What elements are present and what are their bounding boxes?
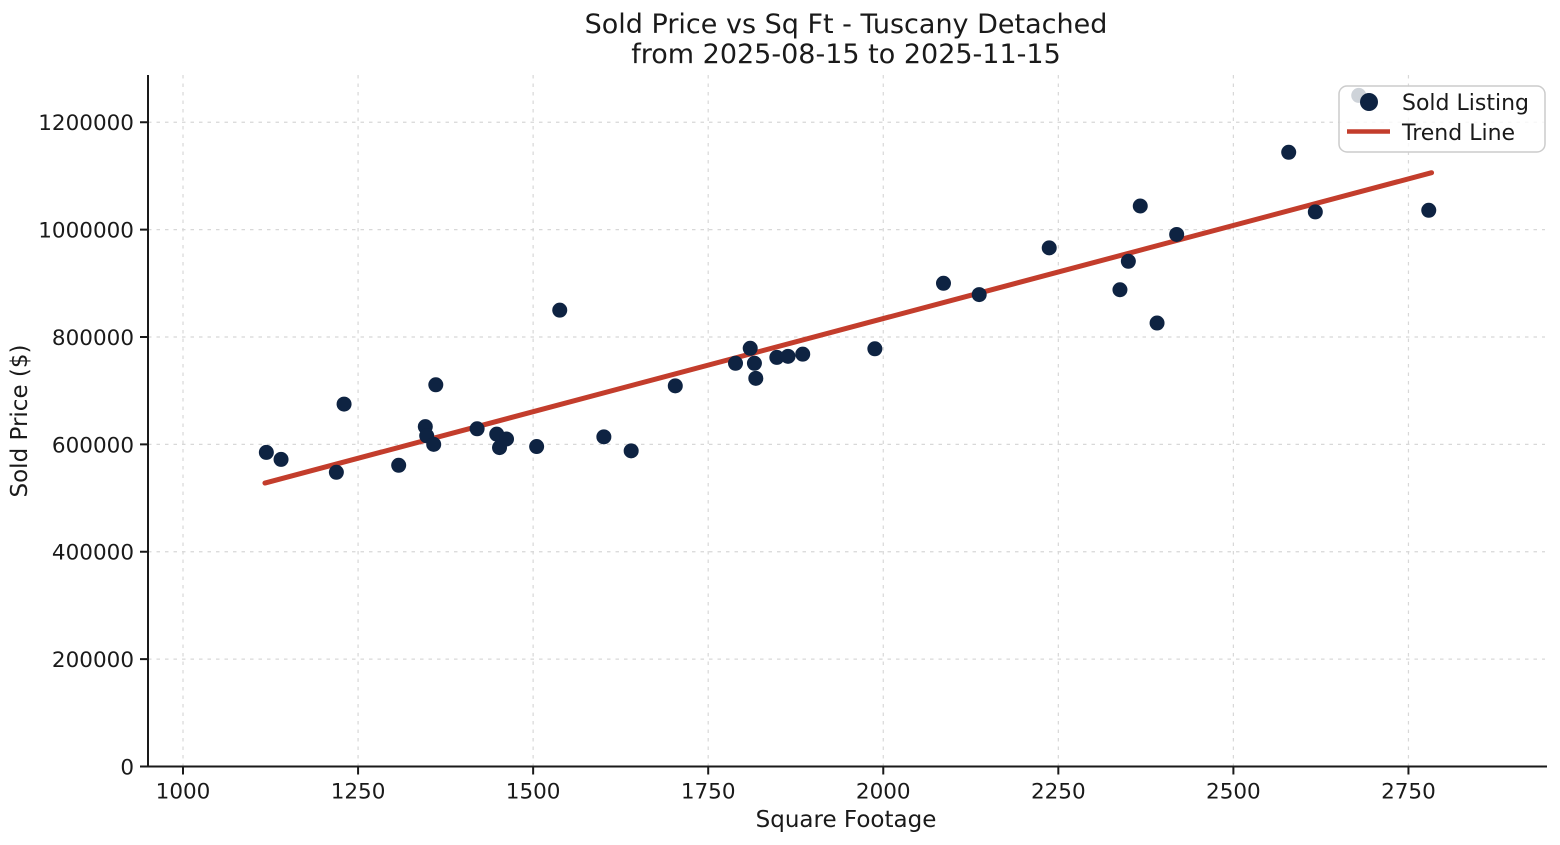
y-tick-label: 200000	[52, 648, 134, 673]
x-tick-label: 2750	[1381, 780, 1436, 805]
data-point	[529, 439, 545, 455]
scatter-dot-icon	[1360, 93, 1378, 111]
data-point	[273, 451, 289, 467]
x-tick-label: 1750	[681, 780, 736, 805]
x-tick-label: 2250	[1031, 780, 1086, 805]
legend-box	[1338, 85, 1546, 153]
data-point	[1421, 202, 1437, 218]
data-point	[742, 340, 758, 356]
data-point	[391, 457, 407, 473]
data-point	[623, 443, 639, 459]
data-point	[795, 346, 811, 362]
chart-title-line1: Sold Price vs Sq Ft - Tuscany Detached	[585, 9, 1108, 40]
axes-layer: 1000 1250 1500 1750 2000 2250 2500 2750 0 200000 4…	[38, 75, 1547, 805]
legend-label-sold-listing: Sold Listing	[1402, 91, 1529, 116]
y-tick-label: 600000	[52, 433, 134, 458]
data-point	[746, 355, 762, 371]
data-point	[769, 349, 785, 365]
data-point	[1307, 204, 1323, 220]
data-point	[1281, 144, 1297, 160]
data-point	[336, 396, 352, 412]
legend-label-trend-line: Trend Line	[1401, 121, 1515, 146]
y-tick-label: 400000	[52, 541, 134, 566]
x-tick-label: 2000	[856, 780, 911, 805]
data-point	[935, 275, 951, 291]
legend	[1338, 85, 1546, 153]
gridlines	[148, 75, 1545, 767]
x-axis-label: Square Footage	[756, 807, 937, 833]
data-point	[1120, 253, 1136, 269]
y-tick-label: 800000	[52, 326, 134, 351]
data-point	[596, 429, 612, 445]
text-layer: Sold Price vs Sq Ft - Tuscany Detached f…	[7, 9, 1529, 833]
data-point	[1041, 240, 1057, 256]
data-point	[499, 431, 515, 447]
y-tick-label: 1000000	[38, 219, 134, 244]
data-point	[552, 302, 568, 318]
data-point	[971, 287, 987, 303]
y-tick-label: 1200000	[38, 111, 134, 136]
data-point	[1132, 198, 1148, 214]
data-point	[780, 348, 796, 364]
data-point	[469, 421, 485, 437]
data-point	[1112, 282, 1128, 298]
data-point	[728, 355, 744, 371]
data-point	[428, 377, 444, 393]
data-point	[1149, 315, 1165, 331]
x-tick-label: 1250	[331, 780, 386, 805]
y-axis-label: Sold Price ($)	[7, 345, 33, 498]
data-point	[867, 341, 883, 357]
data-point	[328, 464, 344, 480]
data-point	[258, 444, 274, 460]
data-point	[1169, 226, 1185, 242]
series-layer	[258, 87, 1437, 486]
x-tick-label: 1000	[156, 780, 211, 805]
y-tick-label: 0	[120, 756, 134, 781]
data-point	[667, 378, 683, 394]
trend-line	[262, 170, 1435, 486]
x-tick-label: 1500	[506, 780, 561, 805]
chart-title-line2: from 2025-08-15 to 2025-11-15	[631, 39, 1061, 70]
data-point	[426, 436, 442, 452]
data-point	[748, 370, 764, 386]
x-tick-label: 2500	[1206, 780, 1261, 805]
